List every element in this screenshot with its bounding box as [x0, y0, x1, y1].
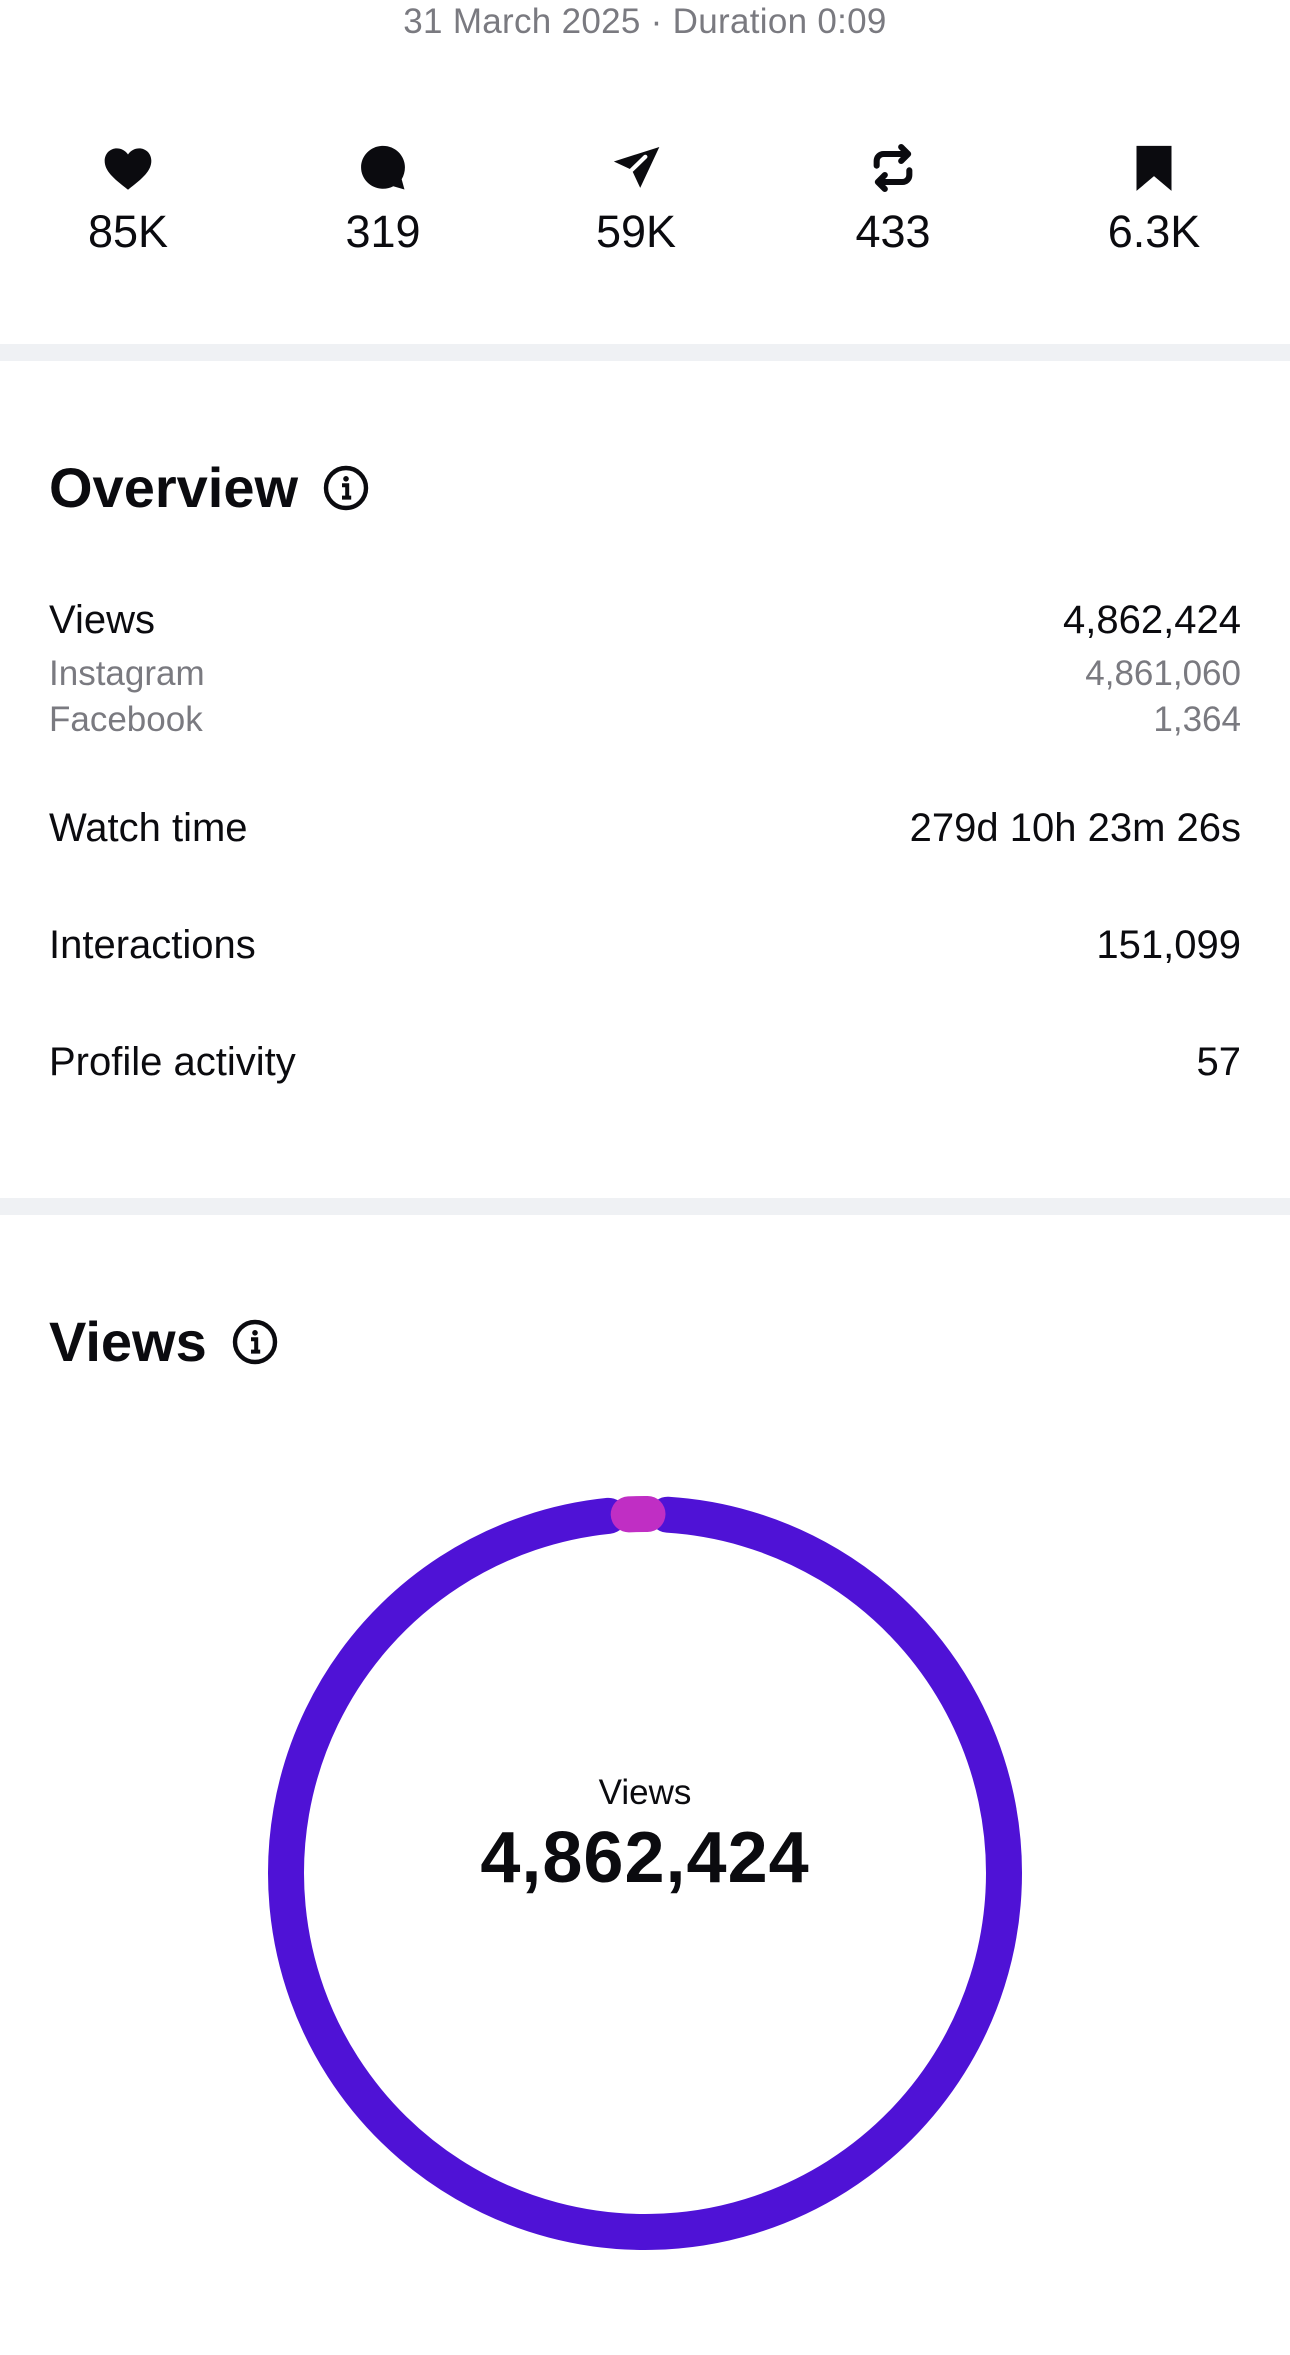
likes-count: 85K	[87, 206, 169, 257]
donut-center-value: 4,862,424	[480, 1818, 810, 1898]
comments-count: 319	[345, 206, 421, 257]
facebook-label: Facebook	[49, 700, 203, 739]
saves-stat[interactable]: 6.3K	[1054, 140, 1254, 258]
instagram-value: 4,861,060	[1085, 654, 1241, 693]
profile-activity-label: Profile activity	[49, 1040, 296, 1084]
overview-interactions-row: Interactions 151,099	[49, 923, 1241, 968]
post-date-duration: 31 March 2025 · Duration 0:09	[403, 2, 887, 41]
watch-time-label: Watch time	[49, 806, 248, 850]
views-title-text: Views	[49, 1310, 207, 1373]
info-icon[interactable]	[322, 464, 370, 512]
views-label: Views	[49, 598, 155, 642]
reposts-count: 433	[855, 206, 931, 257]
overview-title: Overview	[49, 455, 370, 520]
shares-stat[interactable]: 59K	[536, 140, 736, 258]
facebook-value: 1,364	[1153, 700, 1241, 739]
donut-center: Views 4,862,424	[265, 1773, 1025, 1899]
donut-center-label: Views	[598, 1773, 692, 1812]
comment-icon	[361, 145, 405, 190]
overview-facebook-row: Facebook 1,364	[49, 700, 1241, 740]
saves-count: 6.3K	[1107, 206, 1201, 257]
repost-icon	[873, 143, 913, 193]
heart-icon	[104, 148, 152, 190]
views-value: 4,862,424	[1063, 598, 1241, 642]
views-donut-chart	[268, 1496, 1022, 2250]
overview-profile-activity-row: Profile activity 57	[49, 1040, 1241, 1085]
bookmark-icon	[1136, 145, 1172, 191]
watch-time-value: 279d 10h 23m 26s	[909, 806, 1241, 850]
interactions-value: 151,099	[1096, 923, 1241, 967]
comments-stat[interactable]: 319	[283, 140, 483, 258]
interactions-label: Interactions	[49, 923, 256, 967]
section-divider	[0, 344, 1290, 361]
views-title: Views	[49, 1309, 279, 1374]
share-icon	[613, 147, 660, 188]
shares-count: 59K	[595, 206, 677, 257]
instagram-label: Instagram	[49, 654, 205, 693]
overview-title-text: Overview	[49, 456, 299, 519]
engagement-stats-row: 85K 319 59K 433 6.3K	[0, 140, 1290, 280]
overview-instagram-row: Instagram 4,861,060	[49, 654, 1241, 694]
reposts-stat[interactable]: 433	[793, 140, 993, 258]
section-divider	[0, 1198, 1290, 1215]
donut-segment-instagram[interactable]	[268, 1496, 1022, 2250]
profile-activity-value: 57	[1196, 1040, 1242, 1084]
info-icon[interactable]	[231, 1318, 279, 1366]
likes-stat[interactable]: 85K	[28, 140, 228, 258]
overview-watch-time-row: Watch time 279d 10h 23m 26s	[49, 806, 1241, 851]
overview-views-row: Views 4,862,424	[49, 598, 1241, 643]
